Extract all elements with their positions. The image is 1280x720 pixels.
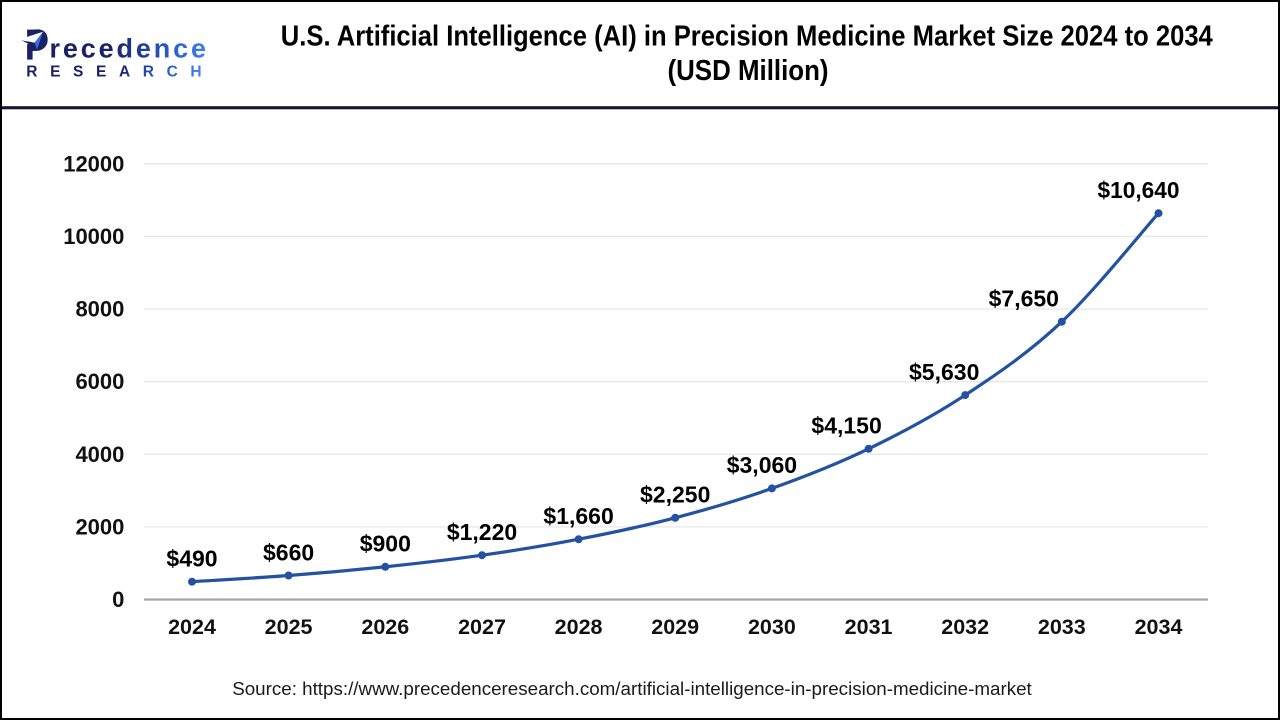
svg-text:2000: 2000 bbox=[75, 515, 124, 540]
svg-text:2028: 2028 bbox=[555, 615, 603, 639]
svg-text:$3,060: $3,060 bbox=[727, 452, 797, 478]
svg-text:2034: 2034 bbox=[1135, 615, 1183, 639]
svg-text:$1,220: $1,220 bbox=[447, 519, 517, 545]
svg-text:$1,660: $1,660 bbox=[543, 503, 613, 529]
svg-text:$900: $900 bbox=[360, 531, 411, 557]
svg-text:8000: 8000 bbox=[75, 297, 124, 322]
svg-text:2031: 2031 bbox=[845, 615, 893, 639]
svg-text:$4,150: $4,150 bbox=[811, 413, 881, 439]
svg-text:2027: 2027 bbox=[458, 615, 506, 639]
svg-text:$5,630: $5,630 bbox=[909, 359, 979, 385]
svg-text:0: 0 bbox=[112, 587, 124, 612]
svg-text:10000: 10000 bbox=[63, 224, 124, 249]
svg-text:$7,650: $7,650 bbox=[989, 286, 1059, 312]
svg-text:(USD Million): (USD Million) bbox=[668, 55, 829, 87]
svg-text:2026: 2026 bbox=[361, 615, 409, 639]
svg-text:2030: 2030 bbox=[748, 615, 796, 639]
svg-text:U.S. Artificial Intelligence (: U.S. Artificial Intelligence (AI) in Pre… bbox=[281, 20, 1213, 52]
svg-text:2029: 2029 bbox=[651, 615, 699, 639]
svg-text:6000: 6000 bbox=[75, 369, 124, 394]
svg-text:$2,250: $2,250 bbox=[640, 482, 710, 508]
svg-text:$10,640: $10,640 bbox=[1098, 177, 1180, 203]
svg-text:2032: 2032 bbox=[941, 615, 989, 639]
svg-text:2033: 2033 bbox=[1038, 615, 1086, 639]
svg-text:2025: 2025 bbox=[265, 615, 313, 639]
svg-text:2024: 2024 bbox=[168, 615, 216, 639]
svg-text:12000: 12000 bbox=[63, 151, 124, 176]
svg-text:$490: $490 bbox=[166, 546, 217, 572]
svg-text:Source: https://www.precedence: Source: https://www.precedenceresearch.c… bbox=[232, 678, 1032, 699]
svg-text:4000: 4000 bbox=[75, 442, 124, 467]
svg-text:$660: $660 bbox=[263, 539, 314, 565]
svg-text:recedence: recedence bbox=[50, 34, 207, 64]
